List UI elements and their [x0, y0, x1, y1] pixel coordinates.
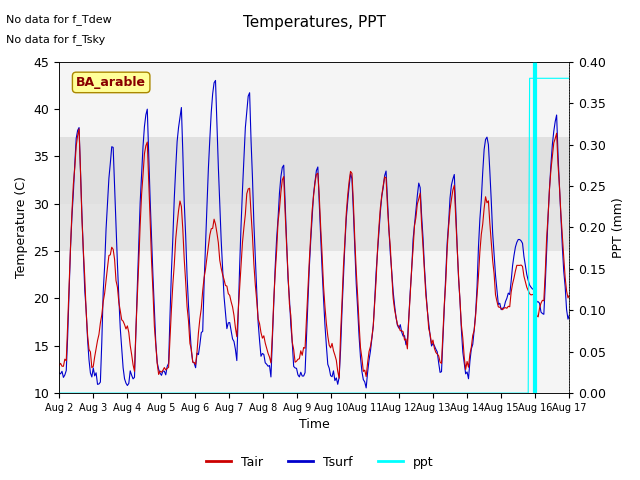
- Tair: [76, 126, 83, 132]
- Tsurf: [118, 345, 125, 351]
- Line: Tsurf: Tsurf: [59, 81, 570, 388]
- Tair: [335, 375, 343, 381]
- Y-axis label: PPT (mm): PPT (mm): [612, 197, 625, 258]
- Tsurf: [280, 162, 287, 168]
- Tair: [55, 362, 63, 368]
- ppt: [118, 390, 125, 396]
- Line: Tair: Tair: [59, 129, 570, 378]
- ppt: [225, 390, 232, 396]
- Tair: [234, 308, 242, 313]
- Text: No data for f_Tsky: No data for f_Tsky: [6, 34, 106, 45]
- Tsurf: [540, 312, 548, 317]
- X-axis label: Time: Time: [299, 419, 330, 432]
- Tsurf: [566, 312, 573, 318]
- Tair: [226, 292, 234, 298]
- ppt: [207, 390, 215, 396]
- ppt: [526, 75, 534, 81]
- Tair: [209, 226, 216, 231]
- Tair: [119, 318, 127, 324]
- Text: No data for f_Tdew: No data for f_Tdew: [6, 14, 112, 25]
- Text: BA_arable: BA_arable: [76, 76, 146, 89]
- ppt: [278, 390, 286, 396]
- Tsurf: [226, 320, 234, 325]
- Tsurf: [207, 109, 215, 115]
- Tair: [566, 292, 573, 298]
- ppt: [233, 390, 241, 396]
- Tair: [540, 298, 548, 304]
- Y-axis label: Temperature (C): Temperature (C): [15, 177, 28, 278]
- Title: Temperatures, PPT: Temperatures, PPT: [243, 15, 386, 30]
- Tsurf: [212, 78, 220, 84]
- Legend: Tair, Tsurf, ppt: Tair, Tsurf, ppt: [202, 451, 438, 474]
- ppt: [566, 75, 573, 81]
- ppt: [539, 75, 547, 81]
- Tair: [280, 174, 287, 180]
- Tsurf: [362, 385, 370, 391]
- Tsurf: [234, 310, 242, 316]
- Tsurf: [55, 370, 63, 376]
- Bar: [59, 204, 570, 251]
- Line: ppt: ppt: [59, 78, 570, 393]
- ppt: [55, 390, 63, 396]
- Bar: [59, 137, 570, 251]
